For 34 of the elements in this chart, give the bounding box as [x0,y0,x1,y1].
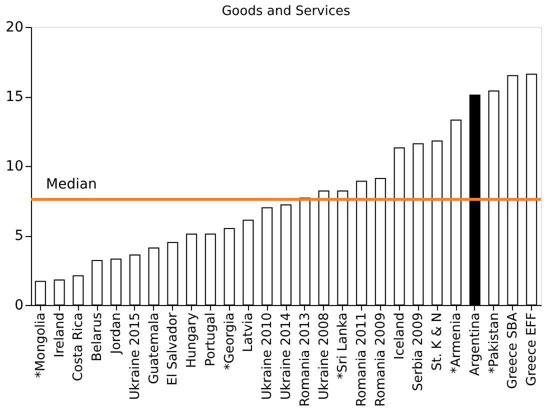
x-tick-label: Romania 2013 [298,312,313,407]
x-tick-label: Guatemala [146,312,162,384]
x-tick-label: Costa Rica [71,312,86,382]
x-tick-label: Latvia [241,312,256,352]
x-tick-label: Portugal [203,312,218,366]
x-tick-label: *Pakistan [486,312,502,374]
x-tick-label: *Armenia [449,312,464,374]
x-tick-label: Ukraine 2014 [279,312,294,400]
x-tick-label: *Mongolia [33,312,48,378]
y-tick-label: 0 [14,298,24,314]
x-tick-label: Belarus [90,312,106,362]
x-tick-label: St. K & N [430,312,446,371]
x-tick-label: El Salvador [166,312,181,386]
x-tick-label: Ukraine 2008 [316,312,332,400]
x-tick-label: Greece EFF [524,312,540,386]
x-tick-label: Ukraine 2010 [260,312,276,400]
x-tick-label: Iceland [392,312,408,360]
x-tick-label: *Sri Lanka [336,312,351,380]
x-tick-label: Serbia 2009 [411,312,426,392]
x-tick-label: Romania 2011 [354,312,370,407]
x-tick-label: Jordan [109,312,124,355]
x-tick-label: Hungary [184,312,200,368]
y-tick-label: 20 [6,20,24,36]
x-tick-label: Ireland [52,312,68,358]
x-tick-label: Romania 2009 [373,312,388,407]
x-tick-label: Argentina [468,312,483,376]
y-tick-label: 5 [14,228,24,244]
x-tick-label: Ukraine 2015 [128,312,143,400]
chart-title: Goods and Services [222,4,350,19]
x-tick-label: Greece SBA [506,312,521,389]
y-tick-label: 10 [6,158,24,174]
ref-line-label: Median [46,176,97,192]
x-tick-label: *Georgia [222,312,238,370]
y-tick-label: 15 [6,89,24,105]
